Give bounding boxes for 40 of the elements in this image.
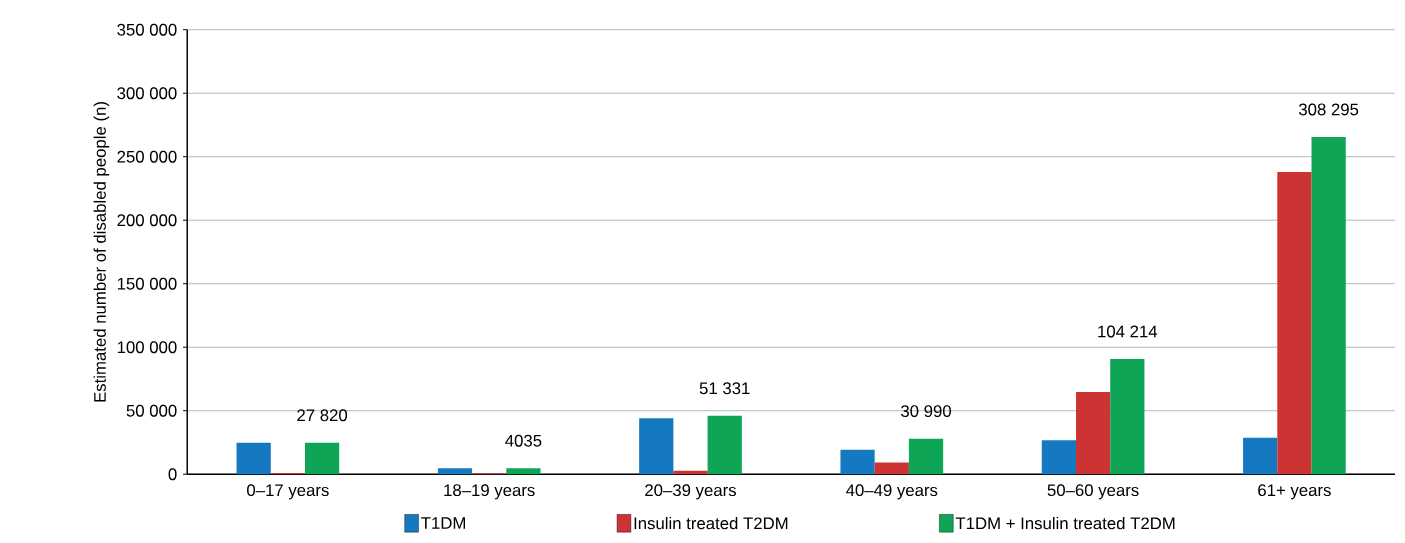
legend-label: Insulin treated T2DM	[634, 517, 788, 530]
y-tick-label: 100 000	[117, 341, 177, 354]
y-tick-label: 0	[168, 468, 177, 481]
bar	[908, 438, 944, 475]
bar	[840, 449, 875, 475]
y-tick-label: 200 000	[117, 214, 177, 227]
bar	[305, 443, 340, 475]
annotation: 51 331	[699, 382, 750, 395]
x-tick-label: 0–17 years	[247, 484, 329, 500]
bar	[707, 416, 742, 475]
bar	[506, 468, 541, 475]
x-tick-label: 18–19 years	[444, 484, 535, 500]
y-tick-label: 300 000	[117, 87, 177, 100]
annotation: 27 820	[297, 409, 348, 422]
x-tick-label: 61+ years	[1258, 484, 1331, 500]
y-axis-title: Estimated number of disabled people (n)	[93, 102, 110, 402]
y-tick-label: 350 000	[117, 23, 177, 36]
bar	[236, 443, 271, 475]
legend-label: T1DM + Insulin treated T2DM	[955, 517, 1175, 530]
y-tick-label: 50 000	[126, 405, 177, 417]
bar	[1041, 440, 1076, 475]
bar	[1311, 137, 1346, 475]
x-tick-label: 40–49 years	[846, 484, 938, 500]
bar	[1277, 172, 1312, 475]
bar	[1075, 392, 1111, 475]
y-tick-label: 150 000	[117, 278, 177, 290]
bar	[874, 462, 909, 475]
bar	[1243, 438, 1278, 475]
y-tick-label: 250 000	[117, 150, 177, 163]
bar	[437, 468, 473, 475]
annotation: 104 214	[1098, 325, 1158, 338]
legend-label: T1DM	[421, 517, 465, 530]
x-tick-label: 50–60 years	[1047, 484, 1139, 500]
annotation: 30 990	[901, 405, 951, 418]
x-tick-label: 20–39 years	[645, 484, 736, 500]
bar	[639, 418, 674, 475]
bar	[1110, 359, 1145, 475]
annotation: 308 295	[1298, 103, 1359, 116]
bar	[673, 471, 708, 475]
annotation: 4035	[505, 434, 542, 447]
